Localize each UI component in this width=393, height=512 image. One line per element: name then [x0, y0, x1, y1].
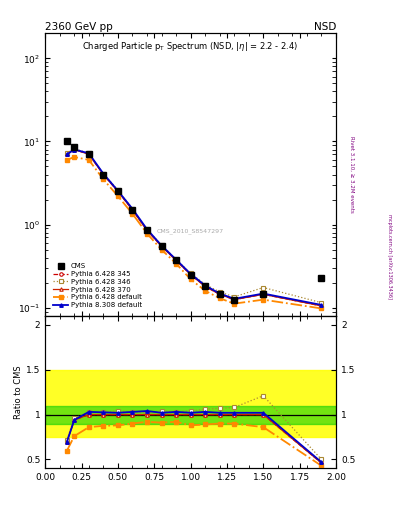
Text: mcplots.cern.ch [arXiv:1306.3436]: mcplots.cern.ch [arXiv:1306.3436]	[387, 214, 392, 298]
Text: Charged Particle $\mathregular{p_T}$ Spectrum (NSD, $|\eta|$ = 2.2 - 2.4): Charged Particle $\mathregular{p_T}$ Spe…	[83, 40, 299, 53]
Legend: CMS, Pythia 6.428 345, Pythia 6.428 346, Pythia 6.428 370, Pythia 6.428 default,: CMS, Pythia 6.428 345, Pythia 6.428 346,…	[51, 262, 143, 309]
Y-axis label: Rivet 3.1.10, ≥ 3.2M events: Rivet 3.1.10, ≥ 3.2M events	[349, 136, 354, 213]
Text: 2360 GeV pp: 2360 GeV pp	[45, 22, 113, 32]
Text: CMS_2010_S8547297: CMS_2010_S8547297	[157, 228, 224, 234]
Bar	[45, 406, 336, 423]
Text: NSD: NSD	[314, 22, 336, 32]
Bar	[45, 370, 336, 437]
Y-axis label: Ratio to CMS: Ratio to CMS	[14, 366, 23, 419]
